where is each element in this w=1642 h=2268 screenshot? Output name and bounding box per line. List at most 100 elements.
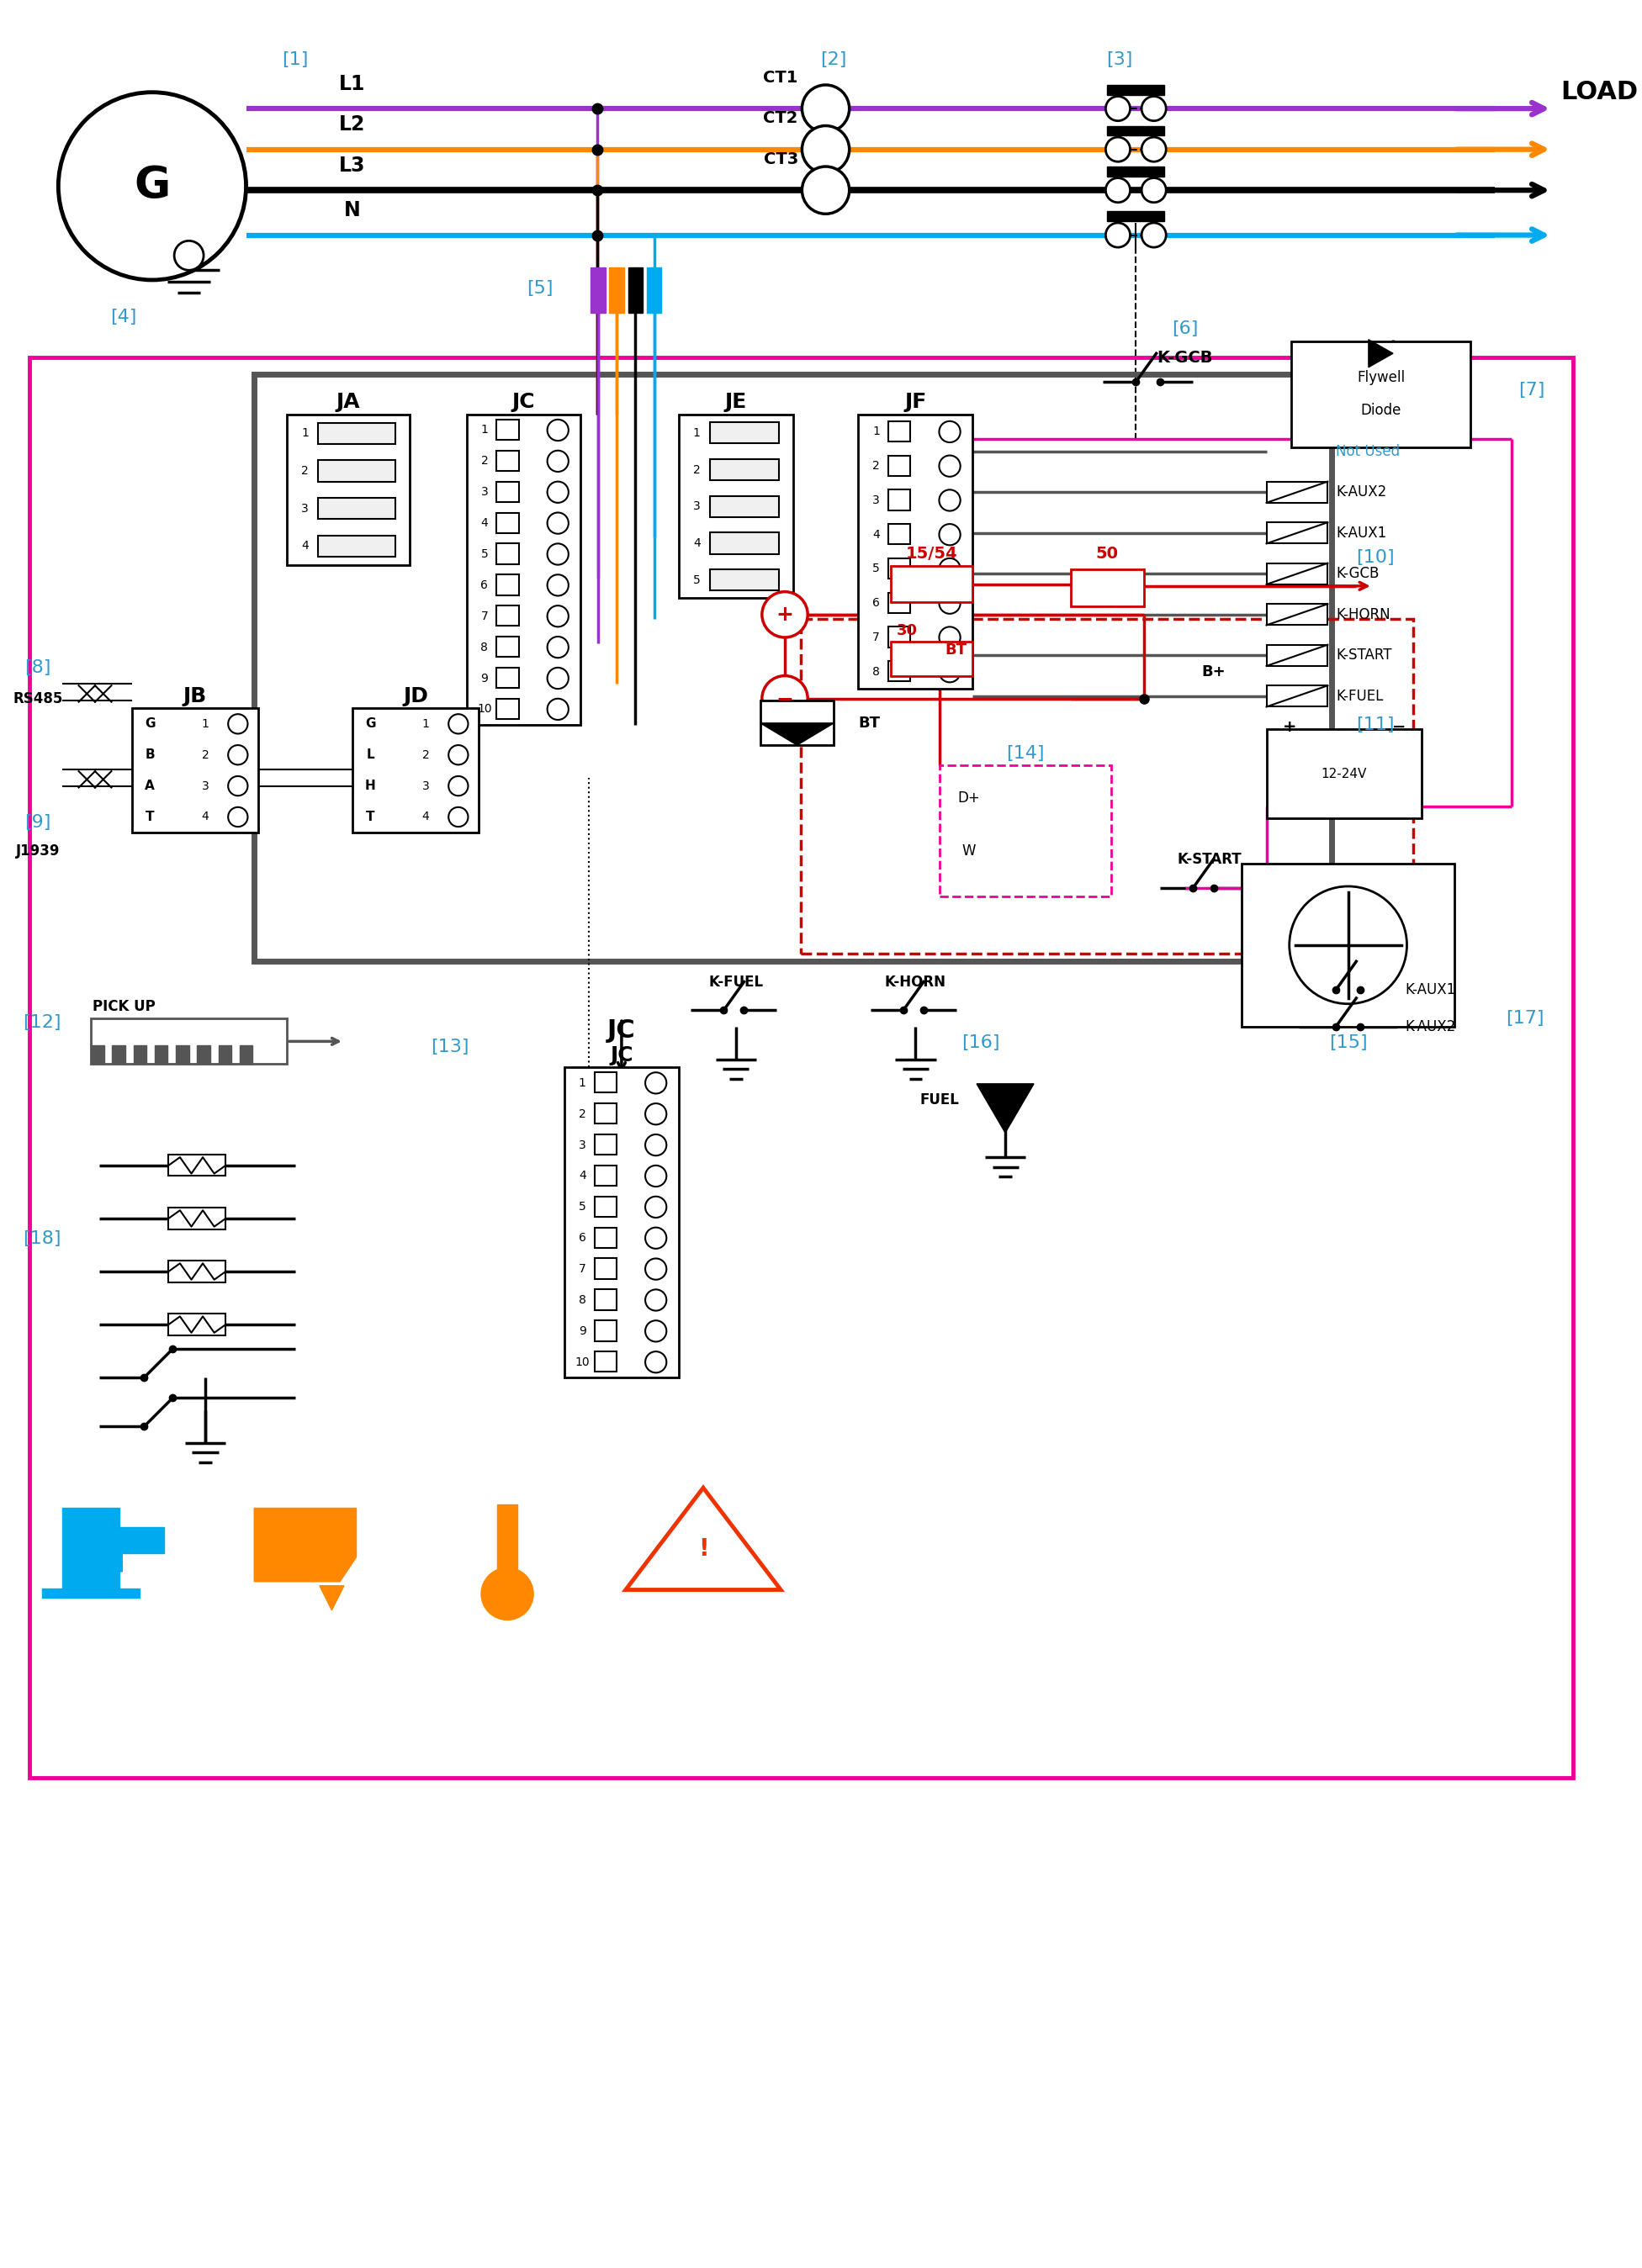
Text: [17]: [17] [1506,1009,1543,1027]
Text: 4: 4 [481,517,488,528]
Bar [319,499,396,519]
Text: JA: JA [337,392,360,413]
Circle shape [645,1259,667,1279]
Text: B: B [144,748,154,762]
Text: T: T [146,810,154,823]
Bar [888,422,911,442]
Text: BT: BT [859,714,880,730]
Bar [609,268,624,313]
Text: 3: 3 [578,1139,586,1150]
Bar [496,544,519,565]
Bar [888,524,911,544]
Text: 6: 6 [578,1232,586,1243]
Text: [1]: [1] [282,52,309,68]
Bar [565,1068,678,1377]
Text: G: G [135,163,171,209]
Circle shape [1105,95,1130,120]
Text: 2: 2 [872,460,880,472]
Text: FUEL: FUEL [920,1093,959,1107]
Text: K-HORN: K-HORN [1337,608,1391,621]
Bar [594,1227,617,1247]
Bar [1071,569,1144,606]
Bar [498,1504,517,1594]
Polygon shape [760,723,834,746]
Text: 2: 2 [578,1109,586,1120]
Text: Diode: Diode [1361,404,1401,417]
Text: [16]: [16] [962,1034,1000,1052]
Text: JD: JD [402,687,429,705]
Polygon shape [1368,340,1392,367]
Bar [496,667,519,687]
Bar [169,1313,225,1336]
Bar [709,422,780,445]
Bar [120,1526,164,1554]
Bar [496,481,519,501]
Text: +: + [777,606,793,624]
Circle shape [645,1352,667,1372]
Circle shape [547,481,568,503]
Text: [10]: [10] [1356,549,1394,565]
Circle shape [939,626,961,649]
Text: 8: 8 [578,1295,586,1306]
Circle shape [547,420,568,440]
Circle shape [448,746,468,764]
Text: BT: BT [946,642,967,658]
Text: K-GCB: K-GCB [1337,567,1379,581]
Bar [709,533,780,553]
Bar [255,374,1332,962]
Text: [11]: [11] [1356,717,1394,733]
Text: 4: 4 [693,538,701,549]
Bar [169,1154,225,1177]
Text: K-START: K-START [1177,853,1241,866]
Text: K-FUEL: K-FUEL [1337,689,1383,703]
Circle shape [547,699,568,719]
Text: JC: JC [608,1018,635,1043]
Bar [594,1105,617,1125]
Circle shape [547,637,568,658]
Text: Flywell: Flywell [1356,370,1406,386]
Bar [496,513,519,533]
Text: [8]: [8] [25,660,51,676]
Text: 2: 2 [422,748,429,760]
Text: 12-24V: 12-24V [1322,767,1366,780]
Text: 4: 4 [422,812,429,823]
Text: 6: 6 [481,578,488,592]
Text: K-START: K-START [1337,649,1392,662]
Bar [1107,125,1164,136]
Text: Not Used: Not Used [1337,445,1401,458]
Text: RS485: RS485 [13,692,62,705]
Bar [709,497,780,517]
Text: LOAD: LOAD [1560,79,1637,104]
Text: 5: 5 [578,1202,586,1213]
Bar [1107,84,1164,95]
Text: [12]: [12] [23,1014,61,1032]
Circle shape [228,807,248,828]
Circle shape [645,1198,667,1218]
Bar [1241,864,1455,1027]
Text: 7: 7 [481,610,488,621]
Text: [3]: [3] [1107,52,1133,68]
Text: 5: 5 [693,574,701,585]
Text: [15]: [15] [1328,1034,1368,1052]
Text: [14]: [14] [1007,744,1044,762]
Bar [496,574,519,594]
Bar [760,701,834,746]
Bar [888,490,911,510]
Bar [30,358,1573,1778]
Bar [1266,644,1328,667]
Text: JB: JB [184,687,207,705]
Text: [7]: [7] [1519,381,1545,399]
Bar [629,268,642,313]
Bar [594,1320,617,1340]
Text: K-AUX2: K-AUX2 [1406,1018,1456,1034]
Text: 5: 5 [872,562,880,574]
Bar [90,1046,103,1064]
Circle shape [547,513,568,533]
Text: JC: JC [609,1046,634,1066]
Bar [496,606,519,626]
Text: 3: 3 [481,485,488,499]
Circle shape [939,558,961,578]
Circle shape [645,1166,667,1186]
Circle shape [1141,95,1166,120]
Text: PICK UP: PICK UP [92,998,154,1014]
